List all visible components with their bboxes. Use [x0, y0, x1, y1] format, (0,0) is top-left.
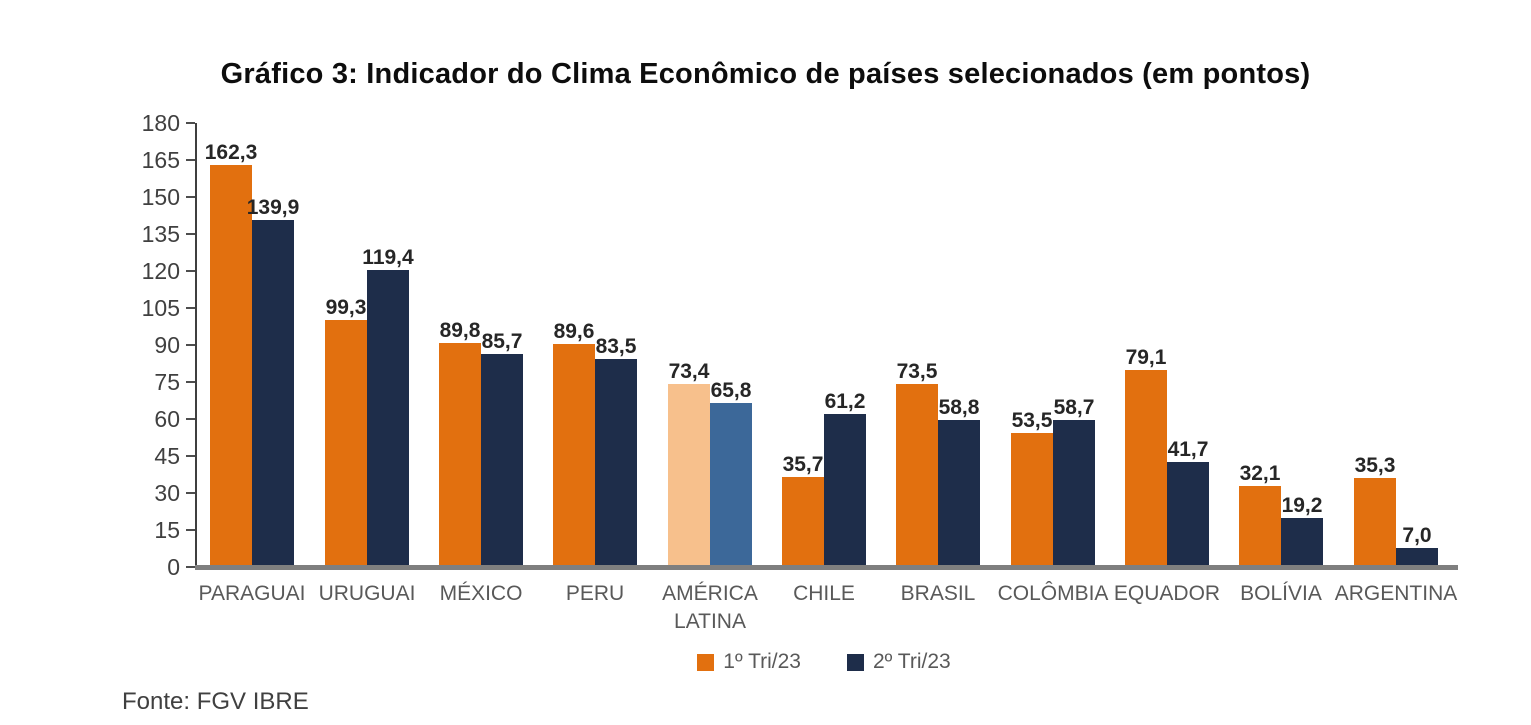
bar-2Tri23-col-mbia [1053, 420, 1095, 565]
y-tick-mark [186, 344, 195, 346]
bar-value-label: 83,5 [595, 335, 637, 358]
bar-value-label: 58,8 [938, 396, 980, 419]
bar-value-label: 73,4 [668, 360, 710, 383]
bar-2Tri23-argentina [1396, 548, 1438, 565]
y-tick-mark [186, 418, 195, 420]
bar-value-label: 65,8 [710, 379, 752, 402]
bar-2Tri23-peru [595, 359, 637, 565]
y-tick-label: 0 [167, 554, 180, 580]
y-tick-label: 135 [141, 221, 180, 247]
bar-value-label: 162,3 [204, 141, 258, 164]
plot-area: 0 15 30 45 60 75 90 105 120 135 150 165 180 162,3 139,… [142, 110, 1458, 633]
x-axis-label: BRASIL [900, 582, 976, 605]
bar-1Tri23-paraguai [210, 165, 252, 565]
bar-value-label: 7,0 [1402, 524, 1432, 547]
legend-item-tri2: 2º Tri/23 [847, 650, 951, 674]
y-tick-mark [186, 566, 195, 568]
bar-value-label: 139,9 [246, 196, 300, 219]
y-tick-mark [186, 196, 195, 198]
bar-2Tri23-am-rica-latina [710, 403, 752, 565]
y-tick-label: 165 [141, 147, 180, 173]
bar-2Tri23-paraguai [252, 220, 294, 565]
bar-value-label: 19,2 [1281, 494, 1323, 517]
bar-value-label: 85,7 [481, 330, 523, 353]
bar-1Tri23-peru [553, 344, 595, 565]
bar-1Tri23-col-mbia [1011, 433, 1053, 565]
y-tick-mark [186, 270, 195, 272]
x-axis-label: CHILE [793, 582, 855, 605]
bar-1Tri23-am-rica-latina [668, 384, 710, 565]
legend-label-tri1: 1º Tri/23 [723, 650, 801, 673]
bar-value-label: 58,7 [1053, 396, 1095, 419]
y-tick-label: 60 [154, 406, 180, 432]
x-axis-label: EQUADOR [1113, 582, 1221, 605]
y-tick-label: 75 [154, 369, 180, 395]
bar-1Tri23-brasil [896, 384, 938, 565]
bar-value-label: 41,7 [1167, 438, 1209, 461]
bar-2Tri23-brasil [938, 420, 980, 565]
bar-value-label: 35,7 [782, 453, 824, 476]
legend-item-tri1: 1º Tri/23 [697, 650, 801, 674]
x-axis-label: AMÉRICA LATINA [662, 582, 758, 633]
legend-swatch-tri2-icon [847, 653, 864, 671]
y-tick-mark [186, 455, 195, 457]
x-axis-baseline [195, 565, 1458, 570]
legend-label-tri2: 2º Tri/23 [873, 650, 951, 673]
x-axis-label: COLÔMBIA [997, 582, 1109, 605]
bar-2Tri23-chile [824, 414, 866, 565]
bar-value-label: 35,3 [1354, 454, 1396, 477]
bar-2Tri23-equador [1167, 462, 1209, 565]
x-axis-label: PARAGUAI [198, 582, 306, 605]
bar-2Tri23-bol-via [1281, 518, 1323, 565]
legend-swatch-tri1-icon [697, 653, 715, 671]
chart-title: Gráfico 3: Indicador do Clima Econômico … [220, 58, 1311, 90]
y-tick-mark [186, 529, 195, 531]
x-axis-label: MÉXICO [439, 582, 523, 605]
bar-1Tri23-uruguai [325, 320, 367, 565]
y-tick-mark [186, 381, 195, 383]
y-tick-mark [186, 122, 195, 124]
x-axis-label: URUGUAI [318, 582, 416, 605]
y-tick-label: 30 [154, 480, 180, 506]
bar-2Tri23-m-xico [481, 354, 523, 565]
source-note: Fonte: FGV IBRE [122, 688, 309, 715]
x-axis-label: BOLÍVIA [1240, 582, 1322, 605]
y-axis-line [195, 123, 197, 567]
legend: 1º Tri/23 2º Tri/23 [195, 650, 1453, 674]
x-axis-label: ARGENTINA [1334, 582, 1458, 605]
bar-value-label: 99,3 [325, 296, 367, 319]
bar-2Tri23-uruguai [367, 270, 409, 565]
bar-1Tri23-bol-via [1239, 486, 1281, 565]
bar-value-label: 79,1 [1125, 346, 1167, 369]
bar-1Tri23-equador [1125, 370, 1167, 565]
bar-value-label: 89,6 [553, 320, 595, 343]
y-tick-mark [186, 159, 195, 161]
bar-value-label: 32,1 [1239, 462, 1281, 485]
y-tick-mark [186, 492, 195, 494]
y-tick-mark [186, 233, 195, 235]
y-tick-label: 90 [154, 332, 180, 358]
bar-1Tri23-argentina [1354, 478, 1396, 565]
y-tick-label: 150 [141, 184, 180, 210]
y-tick-mark [186, 307, 195, 309]
bar-1Tri23-chile [782, 477, 824, 565]
y-tick-label: 15 [154, 517, 180, 543]
y-tick-label: 45 [154, 443, 180, 469]
bar-value-label: 73,5 [896, 360, 938, 383]
y-tick-label: 180 [141, 110, 180, 136]
bar-value-label: 53,5 [1011, 409, 1053, 432]
bar-value-label: 119,4 [362, 246, 414, 269]
y-tick-label: 105 [141, 295, 180, 321]
bar-1Tri23-m-xico [439, 343, 481, 565]
y-tick-label: 120 [141, 258, 180, 284]
bar-value-label: 89,8 [439, 319, 481, 342]
bar-value-label: 61,2 [824, 390, 866, 413]
x-axis-label: PERU [565, 582, 625, 605]
